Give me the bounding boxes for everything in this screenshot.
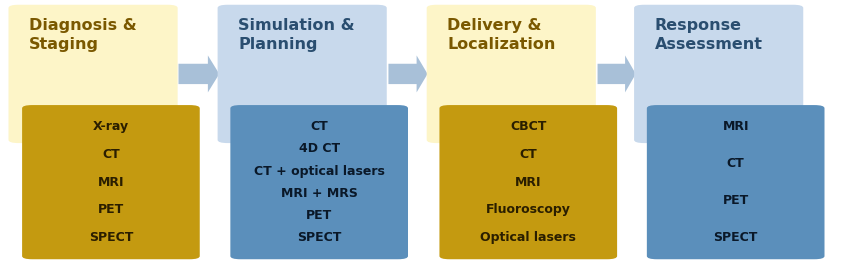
Polygon shape bbox=[598, 55, 636, 92]
Text: Fluoroscopy: Fluoroscopy bbox=[486, 203, 570, 216]
FancyBboxPatch shape bbox=[22, 105, 200, 259]
Polygon shape bbox=[388, 55, 428, 92]
Text: PET: PET bbox=[98, 203, 124, 216]
Text: MRI: MRI bbox=[515, 176, 541, 189]
Text: Diagnosis &
Staging: Diagnosis & Staging bbox=[29, 18, 137, 52]
FancyBboxPatch shape bbox=[8, 5, 178, 143]
Text: Delivery &
Localization: Delivery & Localization bbox=[447, 18, 556, 52]
Text: SPECT: SPECT bbox=[297, 231, 342, 244]
FancyBboxPatch shape bbox=[634, 5, 803, 143]
Text: 4D CT: 4D CT bbox=[298, 142, 340, 155]
FancyBboxPatch shape bbox=[230, 105, 408, 259]
Text: PET: PET bbox=[722, 194, 749, 207]
FancyBboxPatch shape bbox=[647, 105, 824, 259]
Text: SPECT: SPECT bbox=[713, 231, 758, 244]
FancyBboxPatch shape bbox=[218, 5, 387, 143]
Text: MRI: MRI bbox=[722, 120, 749, 133]
Text: CT + optical lasers: CT + optical lasers bbox=[254, 164, 384, 178]
Text: SPECT: SPECT bbox=[88, 231, 133, 244]
Text: CT: CT bbox=[102, 148, 120, 161]
Text: CBCT: CBCT bbox=[510, 120, 547, 133]
Text: Optical lasers: Optical lasers bbox=[480, 231, 576, 244]
Text: CT: CT bbox=[519, 148, 537, 161]
Polygon shape bbox=[178, 55, 219, 92]
FancyBboxPatch shape bbox=[427, 5, 596, 143]
Text: PET: PET bbox=[306, 209, 332, 222]
Text: Response
Assessment: Response Assessment bbox=[654, 18, 762, 52]
Text: MRI + MRS: MRI + MRS bbox=[280, 187, 358, 200]
Text: Simulation &
Planning: Simulation & Planning bbox=[238, 18, 354, 52]
FancyBboxPatch shape bbox=[439, 105, 617, 259]
Text: X-ray: X-ray bbox=[93, 120, 129, 133]
Text: CT: CT bbox=[727, 157, 745, 170]
Text: MRI: MRI bbox=[98, 176, 124, 189]
Text: CT: CT bbox=[310, 120, 328, 133]
